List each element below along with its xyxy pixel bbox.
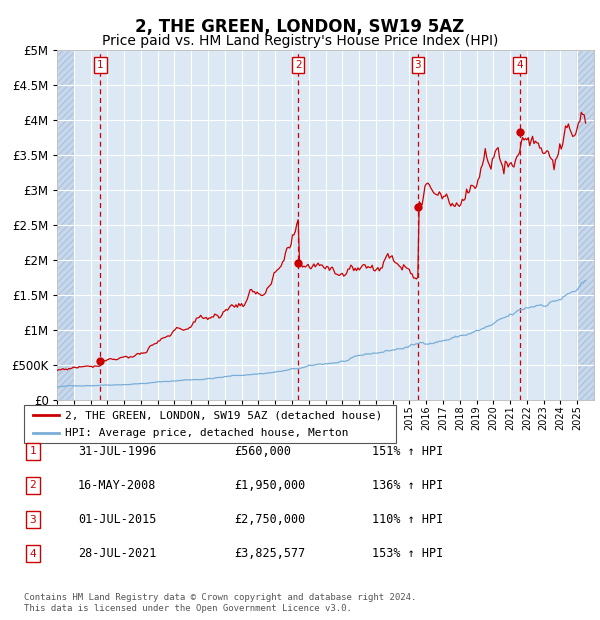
- Text: Price paid vs. HM Land Registry's House Price Index (HPI): Price paid vs. HM Land Registry's House …: [102, 34, 498, 48]
- Text: 136% ↑ HPI: 136% ↑ HPI: [372, 479, 443, 492]
- Text: £3,825,577: £3,825,577: [234, 547, 305, 560]
- Text: 1: 1: [97, 60, 104, 70]
- Text: Contains HM Land Registry data © Crown copyright and database right 2024.
This d: Contains HM Land Registry data © Crown c…: [24, 593, 416, 613]
- Text: 151% ↑ HPI: 151% ↑ HPI: [372, 445, 443, 458]
- Text: 3: 3: [29, 515, 37, 525]
- Text: 31-JUL-1996: 31-JUL-1996: [78, 445, 157, 458]
- Text: £1,950,000: £1,950,000: [234, 479, 305, 492]
- Text: 153% ↑ HPI: 153% ↑ HPI: [372, 547, 443, 560]
- Text: 01-JUL-2015: 01-JUL-2015: [78, 513, 157, 526]
- Text: 16-MAY-2008: 16-MAY-2008: [78, 479, 157, 492]
- Text: 2: 2: [295, 60, 301, 70]
- Text: 2, THE GREEN, LONDON, SW19 5AZ (detached house): 2, THE GREEN, LONDON, SW19 5AZ (detached…: [65, 410, 382, 420]
- Text: 2, THE GREEN, LONDON, SW19 5AZ: 2, THE GREEN, LONDON, SW19 5AZ: [136, 17, 464, 36]
- Text: 1: 1: [29, 446, 37, 456]
- Text: 4: 4: [29, 549, 37, 559]
- Text: £560,000: £560,000: [234, 445, 291, 458]
- Text: 28-JUL-2021: 28-JUL-2021: [78, 547, 157, 560]
- Text: 2: 2: [29, 480, 37, 490]
- Text: 4: 4: [517, 60, 523, 70]
- Text: HPI: Average price, detached house, Merton: HPI: Average price, detached house, Mert…: [65, 428, 349, 438]
- FancyBboxPatch shape: [24, 405, 396, 443]
- Text: £2,750,000: £2,750,000: [234, 513, 305, 526]
- Text: 110% ↑ HPI: 110% ↑ HPI: [372, 513, 443, 526]
- Text: 3: 3: [415, 60, 421, 70]
